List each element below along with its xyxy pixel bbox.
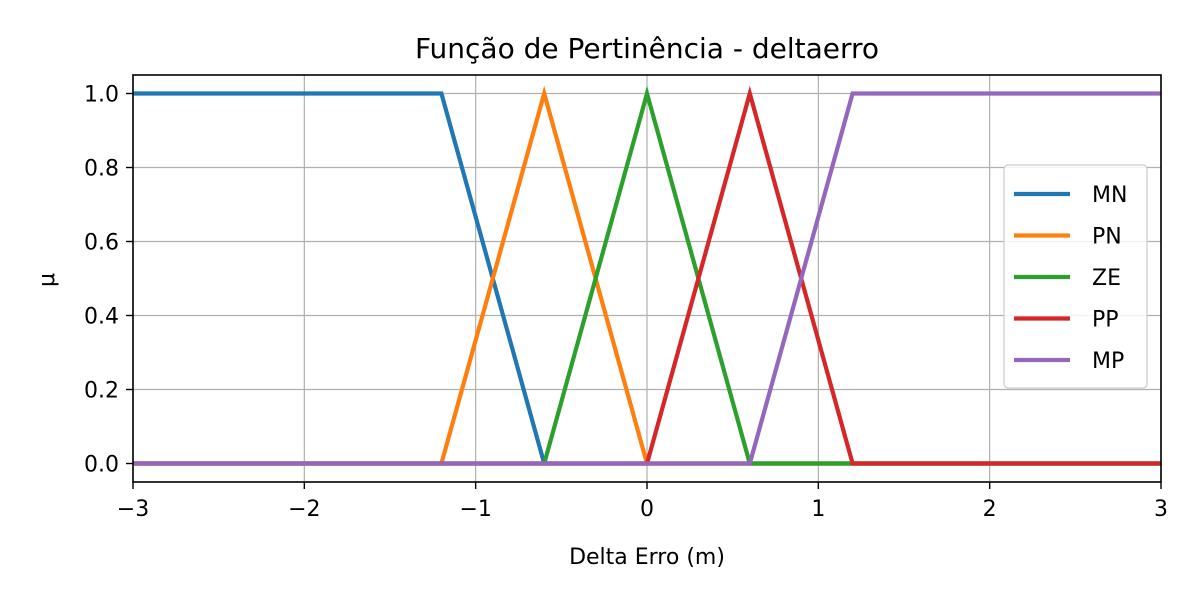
x-tick-label: 2 bbox=[983, 497, 997, 522]
x-tick-label: 0 bbox=[640, 497, 654, 522]
x-tick-label: −2 bbox=[288, 497, 320, 522]
y-axis-label: μ bbox=[35, 273, 60, 287]
y-tick-label: 0.4 bbox=[84, 305, 119, 330]
legend-label: PP bbox=[1092, 308, 1119, 333]
y-tick-label: 0.2 bbox=[84, 379, 119, 404]
x-axis-label: Delta Erro (m) bbox=[569, 545, 725, 570]
chart-title: Função de Pertinência - deltaerro bbox=[415, 32, 879, 65]
x-tick-label: −1 bbox=[459, 497, 491, 522]
legend-label: MN bbox=[1092, 183, 1127, 208]
y-tick-label: 0.0 bbox=[84, 453, 119, 478]
legend-label: MP bbox=[1092, 349, 1124, 374]
legend-box bbox=[1003, 164, 1148, 389]
y-tick-label: 0.8 bbox=[84, 157, 119, 182]
x-tick-label: 1 bbox=[811, 497, 825, 522]
series-lines bbox=[133, 85, 1161, 466]
series-line-mp bbox=[133, 91, 1161, 466]
legend-label: ZE bbox=[1092, 266, 1121, 291]
x-tick-label: 3 bbox=[1154, 497, 1168, 522]
y-tick-label: 0.6 bbox=[84, 231, 119, 256]
axis-ticks: −3 −2 −1 0 1 2 3 0.0 0.2 0.4 0.6 0.8 1.0 bbox=[84, 83, 1168, 523]
x-tick-label: −3 bbox=[117, 497, 149, 522]
y-tick-label: 1.0 bbox=[84, 83, 119, 108]
legend: MN PN ZE PP MP bbox=[1003, 164, 1148, 389]
legend-label: PN bbox=[1092, 225, 1122, 250]
